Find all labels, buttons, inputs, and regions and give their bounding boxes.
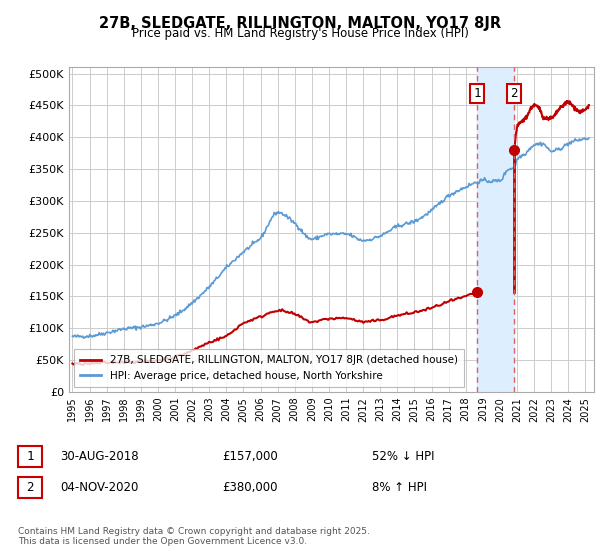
Text: £157,000: £157,000 bbox=[222, 450, 278, 463]
Text: Price paid vs. HM Land Registry's House Price Index (HPI): Price paid vs. HM Land Registry's House … bbox=[131, 27, 469, 40]
Text: 30-AUG-2018: 30-AUG-2018 bbox=[60, 450, 139, 463]
Text: 8% ↑ HPI: 8% ↑ HPI bbox=[372, 480, 427, 494]
Text: 04-NOV-2020: 04-NOV-2020 bbox=[60, 480, 139, 494]
Text: £380,000: £380,000 bbox=[222, 480, 277, 494]
Text: 2: 2 bbox=[26, 480, 34, 494]
Text: 27B, SLEDGATE, RILLINGTON, MALTON, YO17 8JR: 27B, SLEDGATE, RILLINGTON, MALTON, YO17 … bbox=[99, 16, 501, 31]
Text: 52% ↓ HPI: 52% ↓ HPI bbox=[372, 450, 434, 463]
Text: 2: 2 bbox=[511, 87, 518, 100]
Text: 1: 1 bbox=[26, 450, 34, 463]
Bar bbox=[477, 67, 514, 392]
Legend: 27B, SLEDGATE, RILLINGTON, MALTON, YO17 8JR (detached house), HPI: Average price: 27B, SLEDGATE, RILLINGTON, MALTON, YO17 … bbox=[74, 349, 464, 387]
Text: 1: 1 bbox=[473, 87, 481, 100]
Text: Contains HM Land Registry data © Crown copyright and database right 2025.
This d: Contains HM Land Registry data © Crown c… bbox=[18, 526, 370, 546]
